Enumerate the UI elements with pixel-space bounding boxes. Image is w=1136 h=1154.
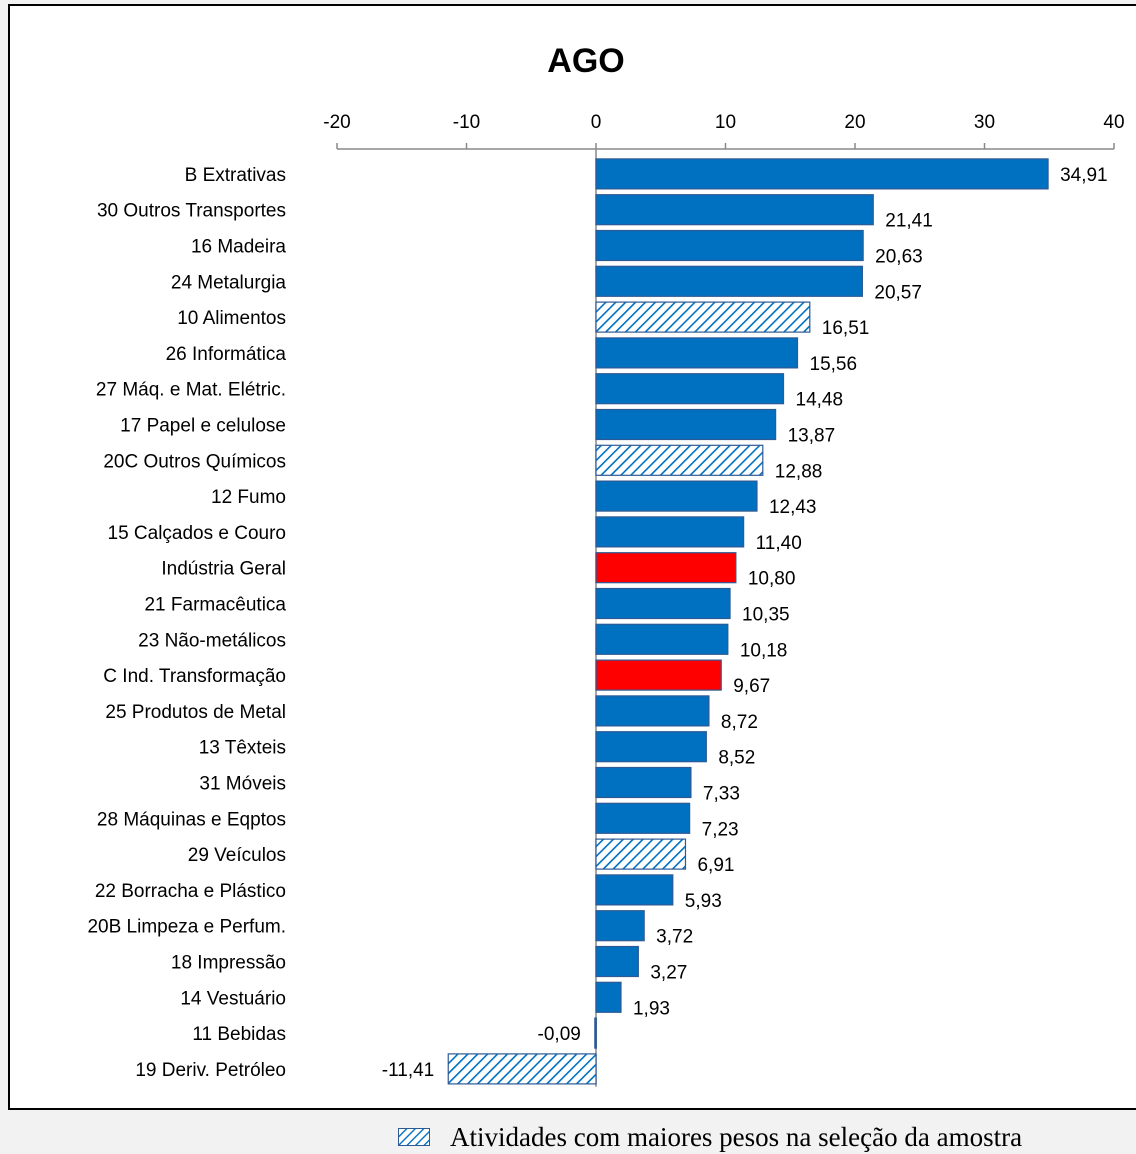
bar [594,1017,597,1049]
bar [595,874,674,906]
category-labels: B Extrativas 30 Outros Transportes 16 Made… [87,165,286,1081]
data-label: 34,91 [1060,165,1108,186]
x-tick-label: 30 [974,112,995,133]
data-label: 14,48 [796,390,844,411]
data-label: -0,09 [538,1024,581,1045]
data-label: -11,41 [382,1060,434,1081]
bar [595,802,691,834]
category-label: B Extrativas [185,165,286,186]
bar [595,623,729,655]
data-label: 20,57 [874,282,922,303]
bar [595,945,639,978]
bars [447,158,1049,1085]
bar [595,373,785,405]
category-label: 23 Não-metálicos [138,630,286,651]
bar [595,194,874,226]
data-label: 6,91 [697,855,734,876]
category-label: 25 Produtos de Metal [105,702,286,723]
category-label: 20B Limpeza e Perfum. [87,917,286,938]
bar [595,587,731,620]
data-label: 3,27 [650,963,687,984]
category-label: 11 Bebidas [192,1024,286,1045]
bar [595,444,764,476]
category-label: Indústria Geral [161,559,286,580]
legend-label: Atividades com maiores pesos na seleção … [450,1121,1023,1152]
x-tick-label: 0 [591,112,602,133]
legend: Atividades com maiores pesos na seleção … [398,1120,1022,1154]
category-label: 16 Madeira [191,237,286,258]
legend-swatch-hatched [398,1128,430,1146]
bar [595,265,863,297]
bar [595,766,692,799]
x-tick-label: -10 [453,112,480,133]
category-label: 21 Farmacêutica [144,595,286,616]
category-label: 28 Máquinas e Eqptos [97,809,286,830]
data-label: 7,23 [702,819,739,840]
category-label: 31 Móveis [199,774,286,795]
bar-chart: AGO -20 -10 0 10 20 30 40 B Extrativas 30 Outro… [87,42,1125,1087]
category-label: 15 Calçados e Couro [108,523,287,544]
category-label: 14 Vestuário [180,988,286,1009]
category-label: 27 Máq. e Mat. Elétric. [96,380,286,401]
data-label: 10,80 [748,569,796,590]
bar [595,301,811,333]
data-label: 21,41 [885,211,933,232]
bar [595,480,758,512]
data-label: 7,33 [703,784,740,805]
data-label: 10,35 [742,605,790,626]
category-label: 12 Fumo [211,487,286,508]
bar [595,552,737,584]
x-tick-label: 10 [715,112,736,133]
data-label: 16,51 [822,318,870,339]
data-label: 1,93 [633,998,670,1019]
category-label: 24 Metalurgia [171,272,287,293]
bar [595,158,1049,190]
data-label: 20,63 [875,247,923,268]
category-label: 26 Informática [166,344,287,365]
category-label: 30 Outros Transportes [97,201,286,222]
data-label: 13,87 [788,426,836,447]
category-label: 19 Deriv. Petróleo [135,1060,286,1081]
data-label: 5,93 [685,891,722,912]
category-label: 13 Têxteis [199,738,286,759]
data-label: 8,72 [721,712,758,733]
data-label: 11,40 [756,533,802,554]
category-label: 17 Papel e celulose [120,416,286,437]
data-label: 8,52 [718,748,755,769]
bar [595,910,645,942]
data-label: 10,18 [740,640,788,661]
bar [595,731,707,763]
chart-frame: AGO -20 -10 0 10 20 30 40 B Extrativas 30 Outro… [8,4,1136,1110]
bar [595,516,745,548]
category-label: C Ind. Transformação [103,666,286,687]
category-label: 29 Veículos [188,845,286,866]
bar [595,337,799,369]
bar [447,1053,597,1085]
chart-title: AGO [547,42,624,80]
bar [595,229,864,262]
category-label: 20C Outros Químicos [103,451,286,472]
category-label: 10 Alimentos [177,308,286,329]
category-label: 18 Impressão [171,953,286,974]
data-label: 15,56 [810,354,858,375]
bar [595,659,722,691]
bar [595,838,687,870]
bar [595,408,777,441]
data-label: 12,43 [769,497,817,518]
data-label: 3,72 [656,927,693,948]
bar [595,695,710,727]
category-label: 22 Borracha e Plástico [95,881,286,902]
x-tick-label: 20 [844,112,865,133]
data-label: 9,67 [733,676,770,697]
x-tick-label: 40 [1103,112,1124,133]
bar [595,981,622,1013]
data-label: 12,88 [775,461,823,482]
x-tick-label: -20 [323,112,350,133]
